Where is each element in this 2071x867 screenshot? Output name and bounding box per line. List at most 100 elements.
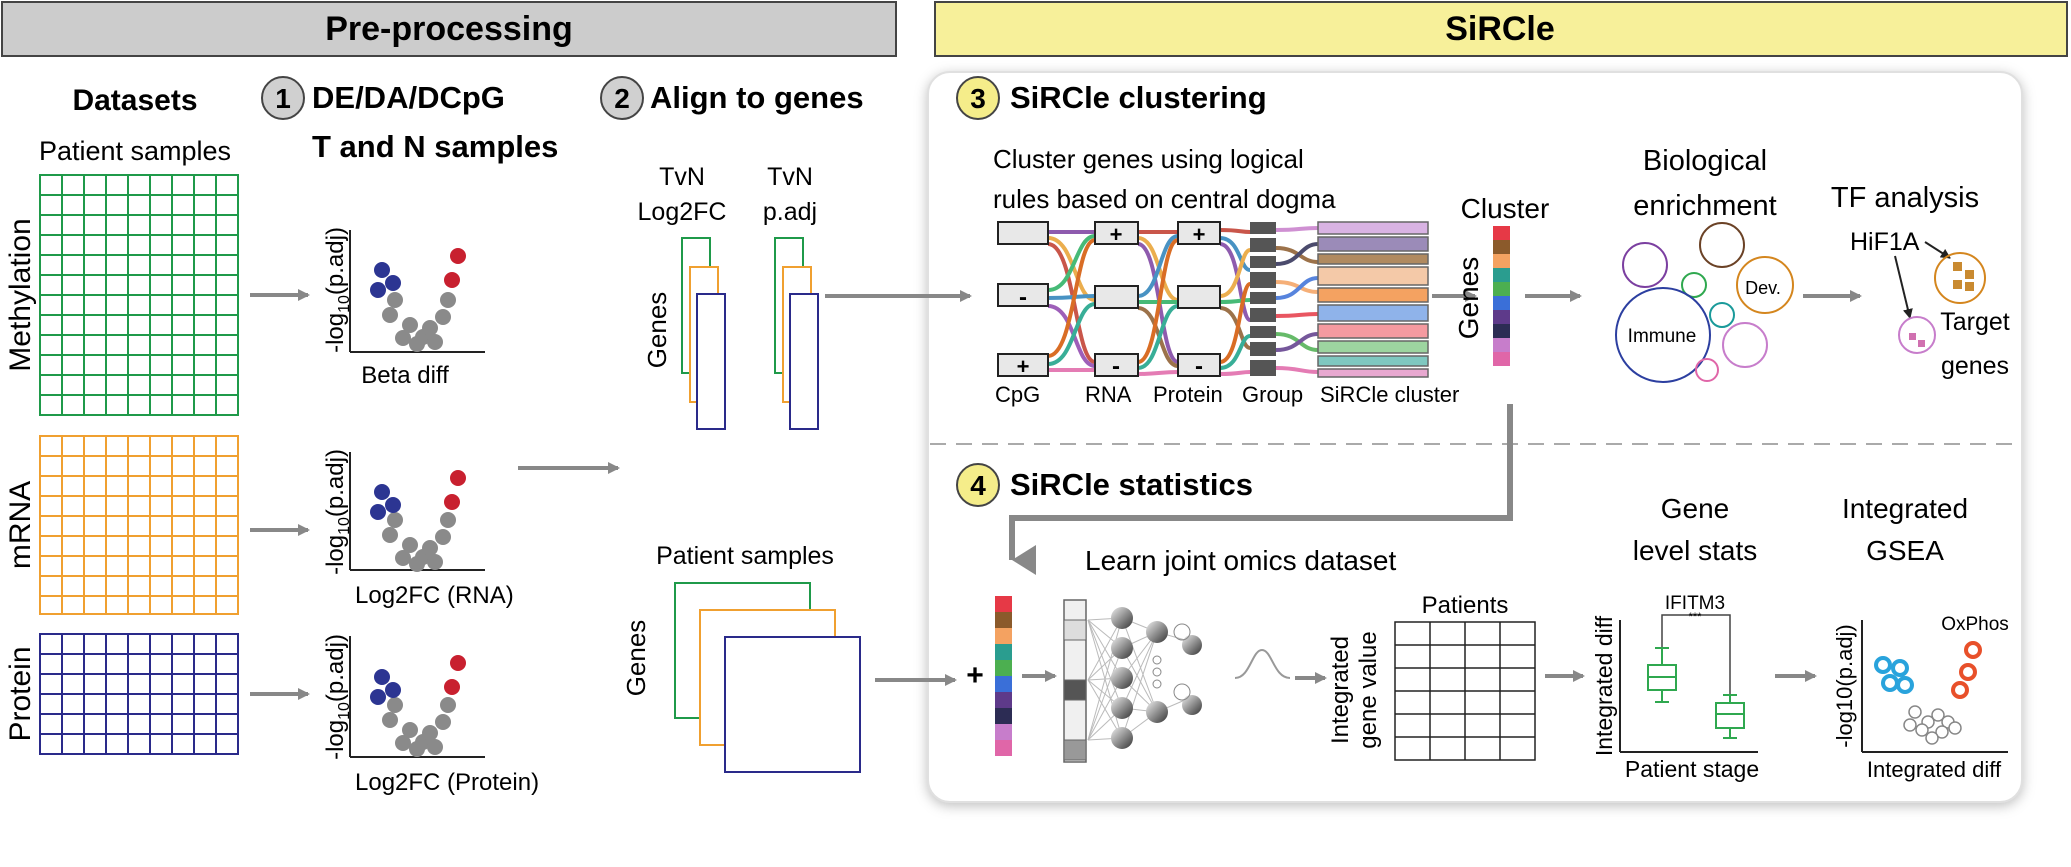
dev-label: Dev.	[1745, 278, 1781, 298]
arrow-cluster-to-statistics	[1009, 404, 1513, 575]
step2-number: 2	[614, 83, 630, 114]
oxphos-label: OxPhos	[1941, 614, 2009, 635]
step3-number: 3	[970, 83, 986, 114]
gene-stats-plot: IFITM3 ***	[1619, 593, 1758, 753]
tf-target-circle-orange	[1934, 252, 1986, 304]
immune-label: Immune	[1628, 326, 1697, 347]
volcano1-xlabel: Beta diff	[361, 362, 449, 389]
step1-number: 1	[275, 83, 291, 114]
datasets-title: Datasets	[72, 84, 197, 117]
cluster-color-bar	[1493, 226, 1510, 366]
learn-joint-label: Learn joint omics dataset	[1085, 545, 1397, 576]
svg-text:***: ***	[1689, 611, 1703, 623]
tf-analysis-title: TF analysis	[1831, 182, 1979, 214]
volcano3-xlabel: Log2FC (Protein)	[355, 769, 539, 796]
svg-text:-log10(p.adj): -log10(p.adj)	[322, 449, 353, 575]
integrated-matrix	[1394, 621, 1536, 761]
step2-title: Align to genes	[650, 80, 864, 115]
tvn-log2fc-1: TvN	[659, 163, 705, 191]
step1-number-badge	[261, 76, 305, 120]
cpg-nodes	[997, 221, 1049, 377]
preprocessing-header: Pre-processing	[325, 10, 573, 48]
integrated-label: Integrated	[1327, 636, 1354, 744]
gsea-xlabel: Integrated diff	[1867, 757, 2002, 782]
axis-protein: Protein	[1153, 382, 1223, 407]
patient-samples-label: Patient samples	[656, 542, 834, 570]
gene-value-label: gene value	[1355, 631, 1382, 748]
genes-label-top: Genes	[642, 292, 672, 369]
rna-plus: +	[1110, 222, 1123, 247]
sircle-cluster-bars	[1317, 221, 1429, 378]
log2fc-stacked-vectors	[681, 237, 726, 430]
protein-grid	[39, 633, 239, 755]
tf-target-squares-pink	[1909, 333, 1925, 347]
step3-number-badge	[956, 76, 1000, 120]
gene-stats-ylabel: Integrated diff	[1591, 615, 1617, 756]
cluster-genes-label: Genes	[1453, 257, 1484, 340]
sircle-header: SiRCle	[1445, 10, 1555, 48]
padj-stacked-vectors	[774, 237, 819, 430]
cluster-desc-1: Cluster genes using logical	[993, 144, 1304, 174]
igsea-title-1: Integrated	[1842, 493, 1968, 524]
svg-text:-log10(p.adj): -log10(p.adj)	[322, 634, 353, 760]
methylation-label: Methylation	[4, 218, 37, 371]
enrichment-bubbles	[1615, 222, 1794, 383]
axis-sircle-cluster: SiRCle cluster	[1320, 382, 1459, 407]
protein-nodes	[1177, 221, 1221, 377]
svg-text:IFITM3: IFITM3	[1665, 593, 1725, 614]
tf-target-circle-pink	[1898, 316, 1936, 354]
target-label-2: genes	[1941, 352, 2009, 380]
tf-target-squares-orange	[1953, 262, 1974, 291]
datasets-patient-samples: Patient samples	[39, 136, 231, 166]
hif1a-label: HiF1A	[1850, 228, 1920, 256]
igsea-title-2: GSEA	[1866, 535, 1944, 566]
gsea-volcano-plot	[1861, 620, 2008, 753]
step2-number-badge	[600, 76, 644, 120]
preprocessing-header-bar	[1, 1, 897, 57]
cluster-label: Cluster	[1461, 193, 1550, 224]
step1-title: DE/DA/DCpG	[312, 80, 505, 115]
padj-label: p.adj	[763, 198, 817, 226]
sankey-flows	[1047, 226, 1319, 376]
step4-number-badge	[956, 463, 1000, 507]
patients-label: Patients	[1422, 592, 1509, 619]
step4-number: 4	[970, 470, 986, 501]
volcano-plot-methylation: -log10(p.adj) Beta diff	[322, 227, 485, 389]
rna-minus: -	[1112, 353, 1120, 380]
volcano-plot-rna: -log10(p.adj) Log2FC (RNA)	[322, 449, 514, 609]
cpg-minus: -	[1019, 284, 1027, 311]
stats-plus: +	[966, 659, 984, 692]
axis-cpg: CpG	[995, 382, 1040, 407]
sircle-panel	[927, 71, 2023, 803]
sircle-header-bar	[934, 1, 2068, 57]
bio-enrichment-1: Biological	[1643, 145, 1767, 177]
tvn-padj-1: TvN	[767, 163, 813, 191]
hif1a-arrow-2	[1894, 255, 1913, 319]
mrna-grid	[39, 435, 239, 615]
gene-stats-xlabel: Patient stage	[1625, 756, 1759, 782]
gene-stats-title-2: level stats	[1633, 535, 1758, 566]
step4-title: SiRCle statistics	[1010, 467, 1253, 502]
step1-subtitle: T and N samples	[312, 129, 558, 164]
cluster-desc-2: rules based on central dogma	[993, 184, 1336, 214]
mrna-label: mRNA	[4, 481, 37, 569]
protein-plus: +	[1193, 222, 1206, 247]
bio-enrichment-2: enrichment	[1633, 190, 1776, 222]
patient-sample-matrices	[674, 582, 861, 773]
group-column	[1250, 222, 1276, 376]
volcano-plot-protein: -log10(p.adj) Log2FC (Protein)	[322, 634, 539, 796]
svg-text:-log10(p.adj): -log10(p.adj)	[322, 227, 353, 353]
cpg-plus: +	[1017, 354, 1030, 379]
log2fc-label: Log2FC	[638, 198, 727, 226]
step3-title: SiRCle clustering	[1010, 80, 1267, 115]
gene-stats-title-1: Gene	[1661, 493, 1730, 524]
neural-network	[1063, 599, 1291, 763]
genes-label-bottom: Genes	[621, 620, 651, 697]
stats-cluster-color-bar	[995, 596, 1012, 756]
volcano2-xlabel: Log2FC (RNA)	[355, 582, 514, 609]
gsea-ylabel: -log10(p.adj)	[1832, 624, 1857, 748]
protein-label: Protein	[4, 646, 37, 741]
axis-rna: RNA	[1085, 382, 1132, 407]
rna-nodes	[1094, 221, 1139, 377]
